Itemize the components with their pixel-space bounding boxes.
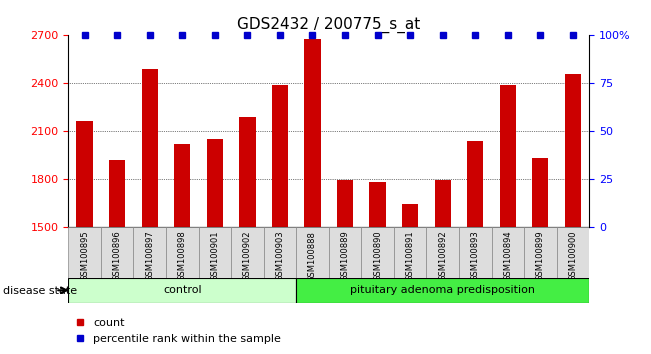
Bar: [370, 182, 385, 227]
Text: GSM100896: GSM100896: [113, 231, 122, 281]
Bar: [264, 227, 296, 278]
Text: GSM100892: GSM100892: [438, 231, 447, 281]
Text: GSM100891: GSM100891: [406, 231, 415, 281]
Text: GSM100903: GSM100903: [275, 231, 284, 281]
Text: pituitary adenoma predisposition: pituitary adenoma predisposition: [350, 285, 535, 295]
Text: GSM100901: GSM100901: [210, 231, 219, 281]
Bar: [564, 74, 581, 227]
Bar: [133, 227, 166, 278]
Bar: [231, 227, 264, 278]
Bar: [500, 85, 516, 227]
Bar: [77, 121, 92, 227]
Text: GSM100898: GSM100898: [178, 231, 187, 281]
Bar: [492, 227, 524, 278]
Bar: [68, 278, 296, 303]
Text: GSM100888: GSM100888: [308, 231, 317, 281]
Text: disease state: disease state: [3, 286, 77, 296]
Bar: [337, 181, 353, 227]
Text: GSM100902: GSM100902: [243, 231, 252, 281]
Bar: [272, 85, 288, 227]
Text: GSM100895: GSM100895: [80, 231, 89, 281]
Bar: [394, 227, 426, 278]
Text: GSM100890: GSM100890: [373, 231, 382, 281]
Text: GSM100897: GSM100897: [145, 231, 154, 281]
Bar: [329, 227, 361, 278]
Bar: [557, 227, 589, 278]
Bar: [101, 227, 133, 278]
Bar: [524, 227, 557, 278]
Bar: [459, 227, 492, 278]
Text: GSM100889: GSM100889: [340, 231, 350, 281]
Bar: [141, 69, 158, 227]
Bar: [304, 39, 320, 227]
Text: GSM100893: GSM100893: [471, 231, 480, 281]
Bar: [240, 116, 255, 227]
Title: GDS2432 / 200775_s_at: GDS2432 / 200775_s_at: [237, 16, 421, 33]
Bar: [174, 144, 190, 227]
Text: GSM100900: GSM100900: [568, 231, 577, 281]
Text: control: control: [163, 285, 202, 295]
Bar: [532, 158, 548, 227]
Bar: [467, 141, 483, 227]
Bar: [207, 139, 223, 227]
Bar: [402, 204, 418, 227]
Bar: [426, 227, 459, 278]
Text: GSM100899: GSM100899: [536, 231, 545, 281]
Text: GSM100894: GSM100894: [503, 231, 512, 281]
Legend: count, percentile rank within the sample: count, percentile rank within the sample: [71, 314, 285, 348]
Bar: [199, 227, 231, 278]
Bar: [296, 227, 329, 278]
Bar: [109, 160, 125, 227]
Bar: [68, 227, 101, 278]
Bar: [166, 227, 199, 278]
Bar: [435, 181, 450, 227]
Bar: [361, 227, 394, 278]
Bar: [296, 278, 589, 303]
